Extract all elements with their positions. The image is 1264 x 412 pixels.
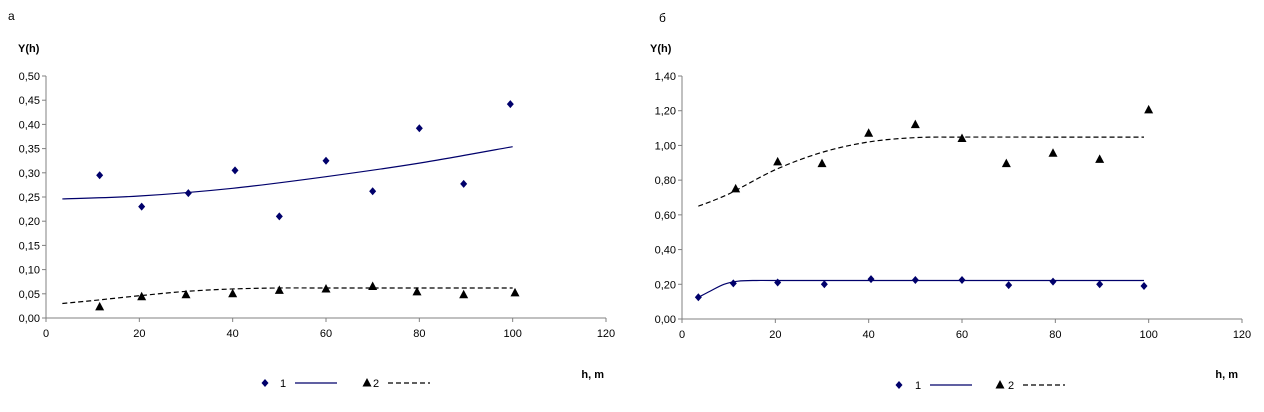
series-2-point	[773, 156, 783, 166]
series-2-point	[1095, 154, 1105, 163]
series-1-point	[911, 275, 919, 284]
series-2-point	[817, 158, 827, 168]
chart-panel-1: а Y(h) h, m 0,00 0,05 0,10 0,15 0,20 0,25 0,30 0,3…	[8, 9, 615, 390]
series-2-point	[459, 289, 469, 299]
series-2-point	[137, 291, 147, 301]
series-1-point	[415, 124, 423, 133]
legend-marker-2	[362, 378, 372, 387]
legend-marker-2	[995, 380, 1005, 389]
x-tick-label: 0	[43, 328, 49, 340]
x-tick-label: 80	[413, 328, 425, 340]
series-1-point	[1096, 280, 1104, 289]
legend-marker-1	[261, 379, 269, 387]
x-axis-title: h, m	[1215, 369, 1238, 381]
y-tick-label: 0,50	[19, 71, 40, 83]
y-tick-label: 0,20	[19, 216, 40, 228]
legend-marker-1	[895, 381, 903, 389]
x-tick-label: 60	[320, 328, 332, 340]
series-2-point	[1001, 158, 1011, 168]
legend-label-2: 2	[373, 378, 379, 390]
y-tick-label: 1,40	[655, 71, 676, 83]
series-2-point	[510, 287, 520, 297]
x-tick-label: 120	[1233, 329, 1251, 341]
series-2-point	[274, 285, 284, 294]
y-tick-label: 1,20	[655, 106, 676, 118]
series-2-point	[731, 183, 741, 193]
x-tick-label: 40	[227, 328, 239, 340]
series-1-point	[958, 275, 966, 284]
y-axis-title: Y(h)	[650, 43, 672, 55]
series-2-point	[864, 128, 874, 137]
legend-label-1: 1	[280, 378, 286, 390]
series-1-point	[506, 100, 514, 109]
x-tick-label: 60	[956, 329, 968, 341]
legend-label-2: 2	[1008, 380, 1014, 392]
series-1-point	[460, 179, 468, 188]
series-2-point	[368, 281, 378, 291]
y-tick-label: 0,00	[19, 313, 40, 325]
y-tick-label: 0,40	[19, 119, 40, 131]
x-axis-title: h, m	[581, 369, 604, 381]
series-1-point	[867, 275, 875, 284]
y-tick-label: 0,35	[19, 144, 40, 156]
y-tick-label: 0,60	[655, 210, 676, 222]
y-tick-label: 1,00	[655, 140, 676, 152]
series-1-point	[1140, 282, 1148, 291]
legend-label-1: 1	[915, 380, 921, 392]
series-1-point	[820, 280, 828, 289]
series-2-point	[95, 301, 105, 311]
series-1-point	[184, 189, 192, 198]
series-2-point	[957, 133, 967, 142]
series-1-point	[1005, 281, 1013, 290]
series-2-point	[1048, 148, 1058, 157]
y-tick-label: 0,30	[19, 168, 40, 180]
y-tick-label: 0,20	[655, 279, 676, 291]
y-axis-title: Y(h)	[18, 43, 40, 55]
series-2-point	[321, 283, 331, 293]
x-tick-label: 120	[597, 328, 615, 340]
series-1-point	[275, 212, 283, 221]
y-tick-label: 0,40	[655, 245, 676, 257]
series-1-point	[774, 278, 782, 287]
chart-panel-2: б Y(h) h, m 0,00 0,20 0,40 0,60 0,80 1,00 1,20 1,4…	[650, 11, 1251, 392]
x-tick-label: 100	[503, 328, 521, 340]
panel-label: а	[8, 9, 15, 23]
series-1-point	[1049, 277, 1057, 286]
x-tick-label: 0	[679, 329, 685, 341]
y-tick-label: 0,10	[19, 265, 40, 277]
series-2-fit-line	[62, 287, 513, 305]
series-1-point	[729, 279, 737, 288]
series-1-point	[322, 156, 330, 165]
series-2-point	[181, 289, 191, 299]
series-2-point	[412, 286, 422, 296]
x-tick-label: 40	[863, 329, 875, 341]
series-1-fit-line	[62, 146, 513, 200]
series-1-point	[369, 187, 377, 196]
y-tick-label: 0,80	[655, 175, 676, 187]
y-tick-label: 0,05	[19, 289, 40, 301]
series-2-fit-line	[698, 136, 1144, 207]
x-tick-label: 20	[133, 328, 145, 340]
y-tick-label: 0,45	[19, 95, 40, 107]
y-tick-label: 0,00	[655, 314, 676, 326]
x-tick-label: 20	[769, 329, 781, 341]
series-2-point	[228, 288, 238, 298]
series-2-point	[1144, 104, 1154, 114]
panel-label: б	[659, 11, 666, 25]
x-tick-label: 100	[1139, 329, 1157, 341]
series-1-fit-line	[698, 279, 1144, 298]
series-1-point	[96, 171, 104, 180]
x-tick-label: 80	[1049, 329, 1061, 341]
y-tick-label: 0,15	[19, 240, 40, 252]
series-1-point	[138, 202, 146, 211]
series-1-point	[694, 293, 702, 302]
series-1-point	[231, 166, 239, 175]
series-2-point	[910, 119, 920, 129]
y-tick-label: 0,25	[19, 192, 40, 204]
